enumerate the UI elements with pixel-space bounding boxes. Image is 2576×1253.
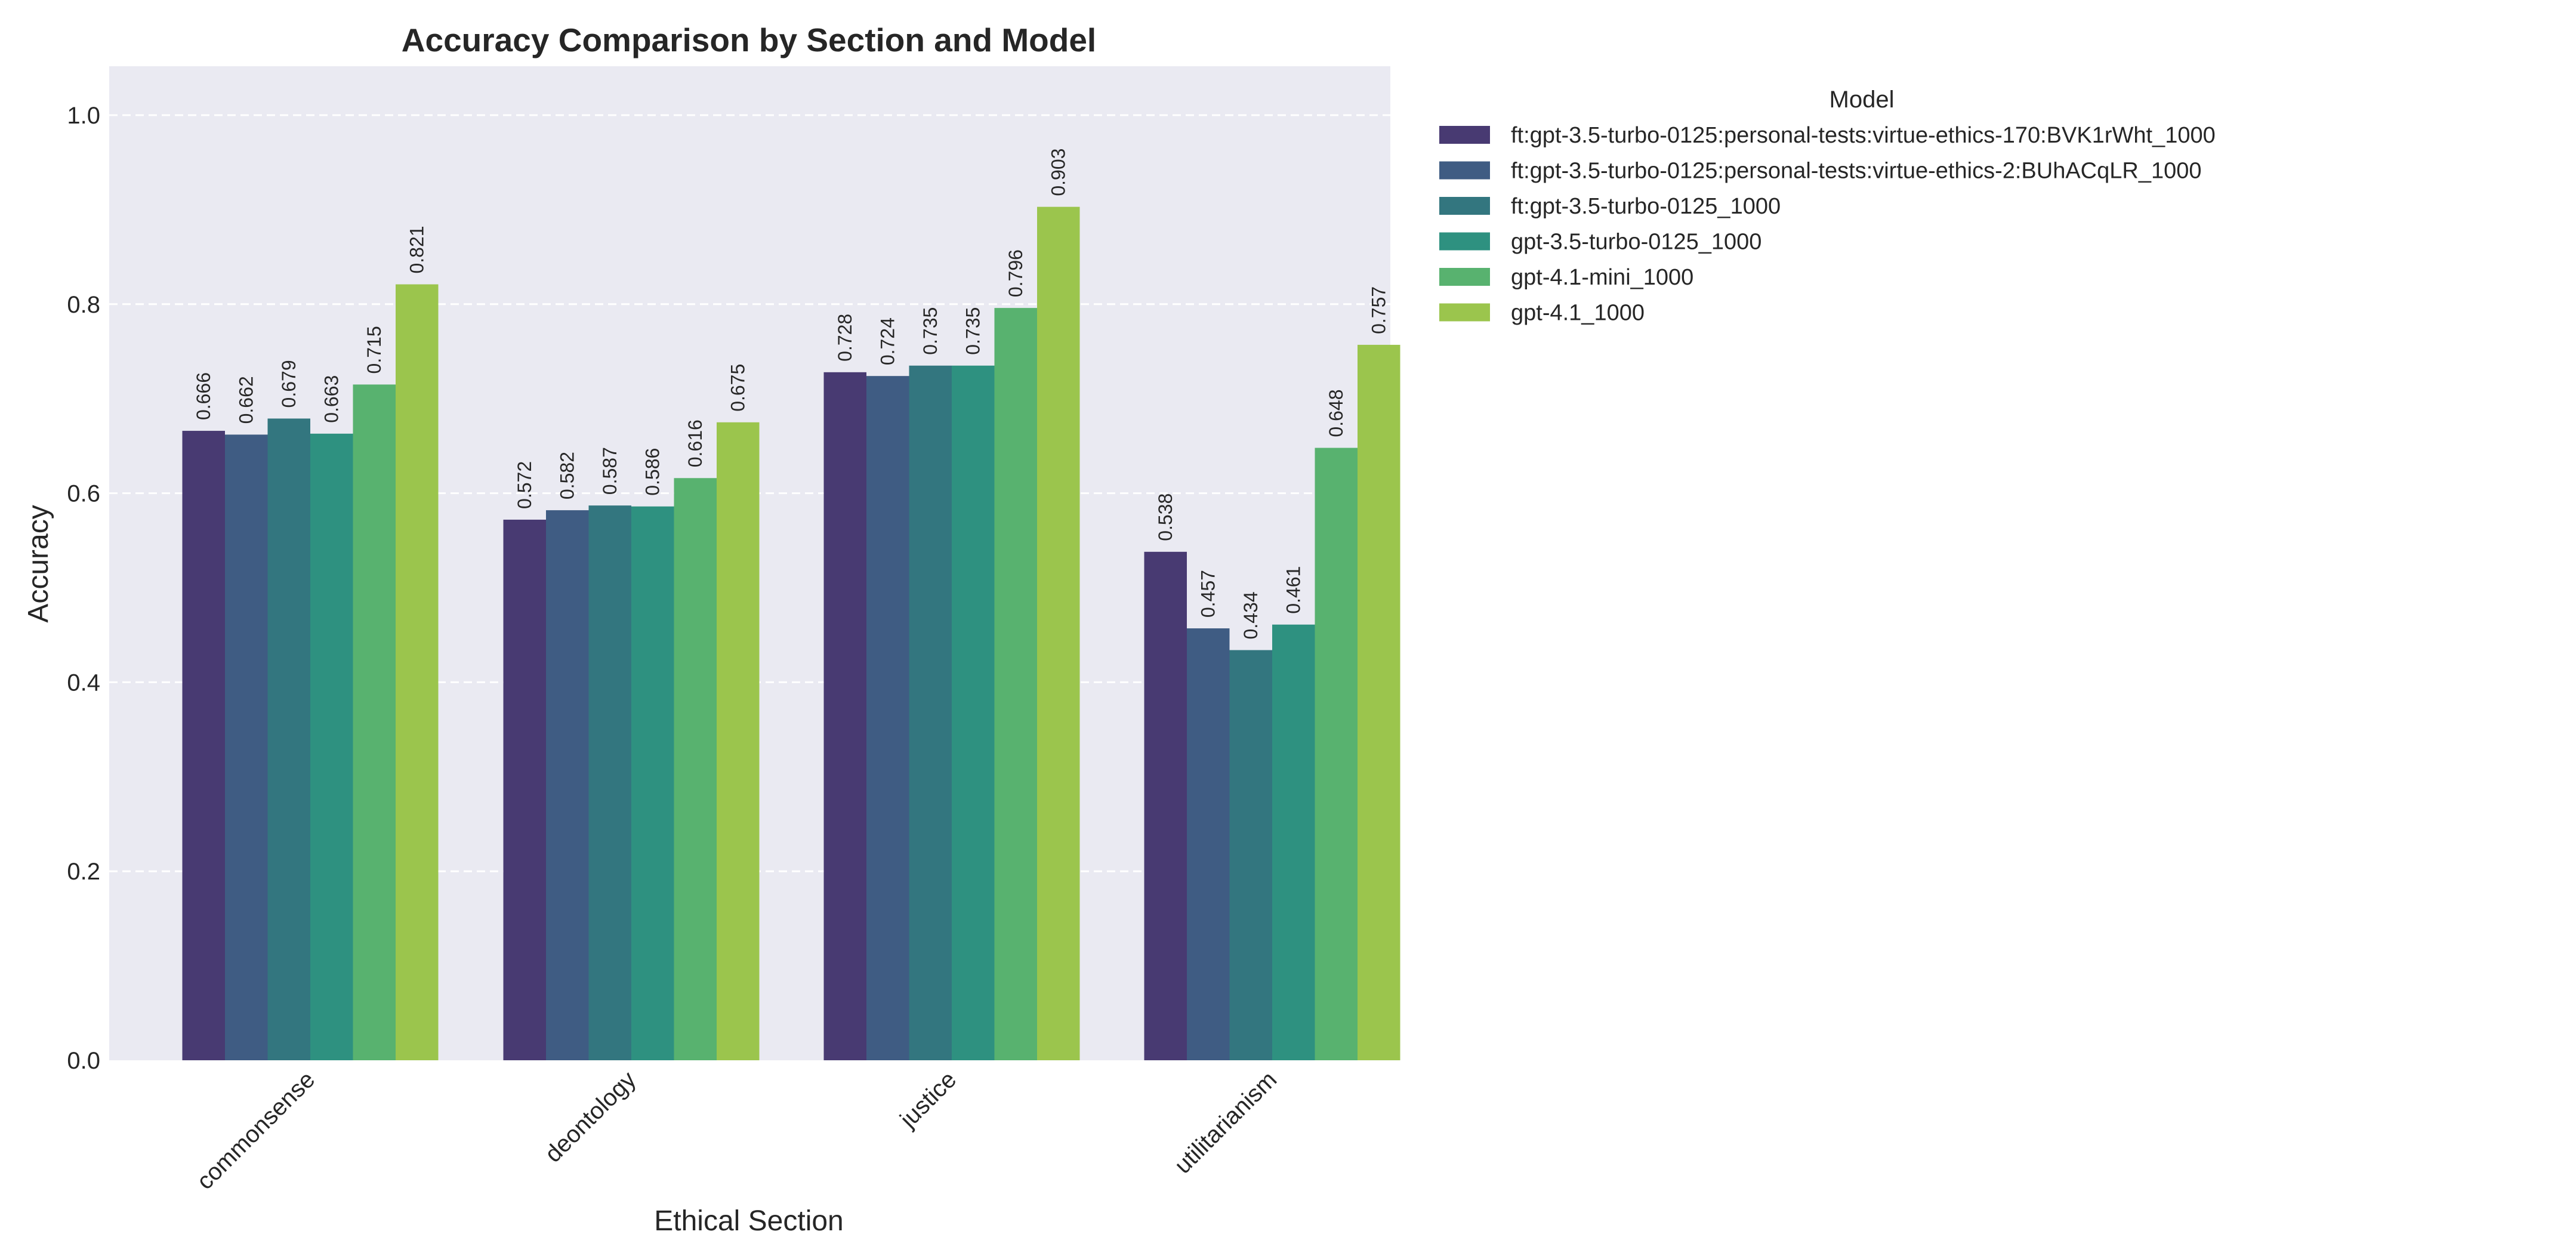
legend-item: gpt-4.1-mini_1000 (1439, 265, 1693, 290)
x-tick-label: justice (894, 1066, 961, 1133)
bar-value-label: 0.728 (834, 314, 856, 362)
legend-label: gpt-3.5-turbo-0125_1000 (1511, 230, 1761, 255)
bar-value-label: 0.679 (278, 360, 300, 408)
legend-label: gpt-4.1_1000 (1511, 301, 1645, 326)
legend-swatch (1439, 268, 1490, 286)
bar (717, 422, 760, 1060)
legend-item: ft:gpt-3.5-turbo-0125_1000 (1439, 194, 1781, 219)
legend-item: ft:gpt-3.5-turbo-0125:personal-tests:vir… (1439, 123, 2216, 148)
bar (631, 506, 674, 1060)
bar (588, 505, 631, 1060)
bar-value-label: 0.461 (1283, 566, 1304, 614)
y-axis-label: Accuracy (23, 505, 54, 622)
legend-swatch (1439, 126, 1490, 144)
x-axis-ticks: commonsense deontology justice utilitariani… (192, 1066, 1282, 1195)
legend-label: gpt-4.1-mini_1000 (1511, 265, 1693, 290)
y-axis-ticks: 0.0 0.2 0.4 0.6 0.8 1.0 (67, 103, 100, 1074)
bar (994, 308, 1037, 1060)
bar-value-label: 0.675 (727, 364, 749, 412)
bar (1272, 624, 1315, 1060)
bar (1229, 650, 1272, 1060)
legend-swatch (1439, 303, 1490, 322)
bar-value-label: 0.616 (684, 419, 706, 467)
y-tick-label: 0.6 (67, 481, 100, 507)
bar-value-label: 0.572 (514, 461, 535, 509)
bar-value-label: 0.538 (1155, 493, 1176, 541)
y-tick-label: 0.8 (67, 292, 100, 318)
bars (182, 206, 1400, 1061)
bar-value-label: 0.757 (1368, 286, 1390, 334)
bar (396, 284, 439, 1060)
bar-value-label: 0.666 (193, 372, 214, 420)
legend-item: gpt-4.1_1000 (1439, 301, 1645, 326)
legend-swatch (1439, 232, 1490, 251)
legend-item: gpt-3.5-turbo-0125_1000 (1439, 230, 1761, 255)
legend: Model ft:gpt-3.5-turbo-0125:personal-tes… (1439, 87, 2216, 326)
legend-swatch (1439, 161, 1490, 180)
x-tick-label: deontology (540, 1066, 641, 1168)
legend-label: ft:gpt-3.5-turbo-0125:personal-tests:vir… (1511, 123, 2216, 148)
bar-value-label: 0.434 (1240, 591, 1261, 639)
bar-value-label: 0.648 (1325, 389, 1347, 437)
bar (225, 434, 268, 1060)
bar (267, 418, 310, 1060)
bar (1037, 206, 1080, 1061)
bar-value-label: 0.735 (962, 307, 984, 355)
bar-value-label: 0.715 (363, 326, 385, 374)
x-tick-label: utilitarianism (1170, 1066, 1282, 1178)
bar (353, 384, 396, 1061)
bar-value-label: 0.587 (599, 447, 621, 495)
legend-label: ft:gpt-3.5-turbo-0125_1000 (1511, 194, 1781, 219)
bar (503, 519, 546, 1060)
bar (546, 510, 589, 1060)
bar-value-label: 0.457 (1198, 570, 1219, 618)
legend-swatch (1439, 197, 1490, 215)
bar (823, 372, 866, 1060)
bar (182, 431, 225, 1060)
x-tick-label: commonsense (192, 1066, 320, 1195)
bar-value-label: 0.735 (920, 307, 941, 355)
bar (1144, 551, 1187, 1060)
bar-value-label: 0.586 (642, 448, 664, 496)
bar (952, 365, 995, 1060)
bar (674, 478, 717, 1060)
y-tick-label: 0.2 (67, 859, 100, 885)
x-axis-label: Ethical Section (654, 1205, 844, 1237)
legend-label: ft:gpt-3.5-turbo-0125:personal-tests:vir… (1511, 159, 2202, 184)
bar (866, 376, 909, 1060)
bar (1187, 628, 1230, 1060)
chart-title: Accuracy Comparison by Section and Model (402, 21, 1096, 58)
bar-value-label: 0.663 (321, 375, 343, 423)
bar-value-label: 0.903 (1048, 149, 1069, 196)
legend-title: Model (1830, 87, 1895, 113)
bar (310, 433, 353, 1060)
bar-value-label: 0.821 (406, 226, 428, 273)
bar-value-labels: 0.666 0.662 0.679 0.663 0.715 0.821 0.572 0.582… (193, 149, 1390, 640)
y-tick-label: 0.4 (67, 669, 100, 696)
bar-value-label: 0.582 (557, 452, 578, 499)
bar-value-label: 0.796 (1005, 249, 1026, 297)
bar (1315, 448, 1358, 1060)
legend-item: ft:gpt-3.5-turbo-0125:personal-tests:vir… (1439, 159, 2202, 184)
bar (909, 365, 952, 1060)
bar-value-label: 0.662 (236, 376, 257, 424)
y-tick-label: 1.0 (67, 103, 100, 129)
bar-value-label: 0.724 (877, 317, 899, 365)
y-tick-label: 0.0 (67, 1048, 100, 1074)
bar (1358, 344, 1400, 1060)
